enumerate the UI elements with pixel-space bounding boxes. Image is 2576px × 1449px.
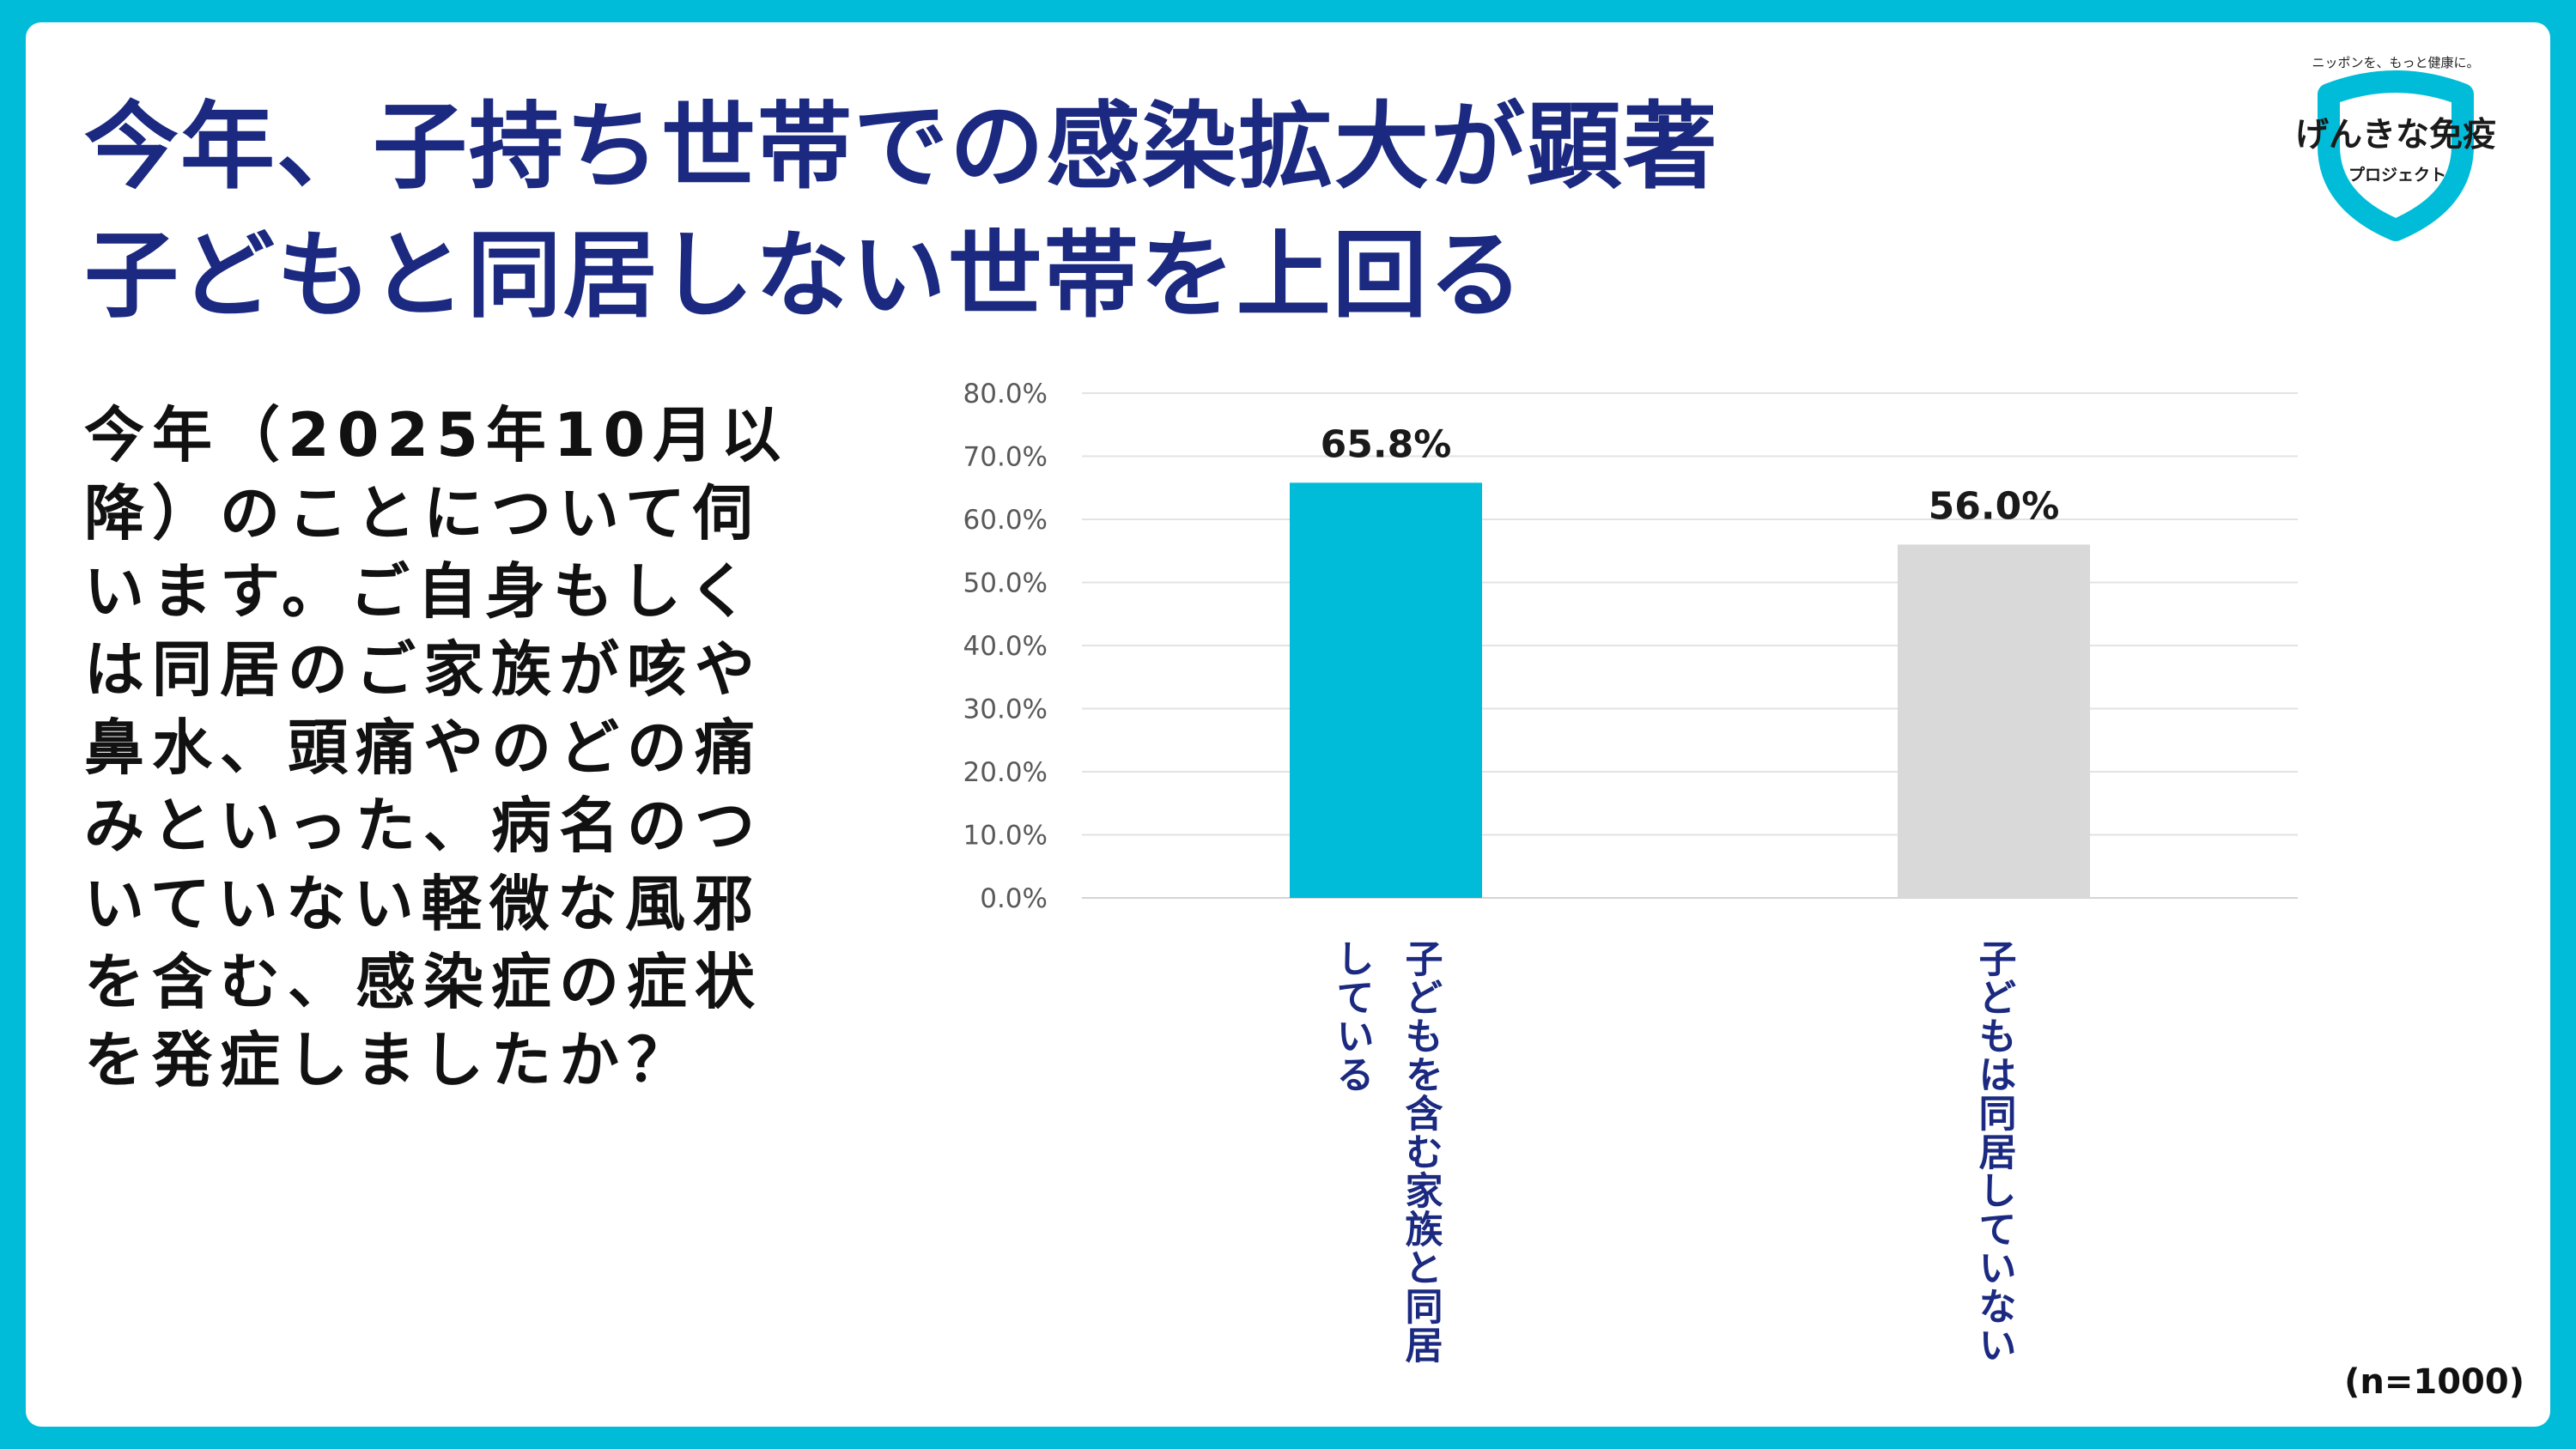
- logo-subtitle: プロジェクト: [2348, 165, 2446, 185]
- survey-question: 今年（2025年10月以降）のことについて伺います。ご自身もしくは同居のご家族が…: [84, 400, 789, 1095]
- data-label: 65.8%: [1321, 422, 1452, 466]
- y-tick-label: 80.0%: [963, 379, 1048, 409]
- category-label: している: [1330, 939, 1374, 1094]
- slide-title: 今年、子持ち世帯での感染拡大が顕著 子どもと同居しない世帯を上回る: [84, 82, 2059, 340]
- title-line-2: 子どもと同居しない世帯を上回る: [84, 221, 1525, 330]
- category-label: 子どもを含む家族と同居: [1399, 939, 1443, 1364]
- data-labels: 65.8% 56.0%: [1321, 422, 2060, 528]
- bar-chart: 0.0% 10.0% 20.0% 30.0% 40.0% 50.0% 60.0% 70.0% 8…: [963, 379, 2298, 1364]
- logo-shield-shape: [2318, 70, 2474, 241]
- title-line-1: 今年、子持ち世帯での感染拡大が顕著: [84, 92, 1719, 202]
- grid-lines: [1082, 392, 2298, 899]
- category-label: 子どもは同居していない: [1972, 939, 2017, 1364]
- bar: [1898, 544, 2090, 898]
- bar: [1290, 482, 1482, 898]
- y-tick-label: 0.0%: [980, 883, 1048, 914]
- logo-tagline: ニッポンを、もっと健康に。: [2312, 55, 2479, 70]
- sample-size-note: (n=1000): [2344, 1362, 2524, 1402]
- genki-meneki-logo: ニッポンを、もっと健康に。 げんきな免疫 プロジェクト: [2295, 55, 2496, 241]
- y-tick-label: 20.0%: [963, 757, 1048, 788]
- y-tick-label: 10.0%: [963, 821, 1048, 852]
- y-tick-label: 70.0%: [963, 442, 1048, 473]
- y-tick-label: 40.0%: [963, 631, 1048, 662]
- bars: [1290, 482, 2090, 898]
- y-tick-label: 30.0%: [963, 694, 1048, 725]
- y-tick-label: 50.0%: [963, 568, 1048, 599]
- data-label: 56.0%: [1929, 484, 2060, 528]
- slide-card: [26, 22, 2550, 1427]
- y-axis-ticks: 0.0% 10.0% 20.0% 30.0% 40.0% 50.0% 60.0% 70.0% 8…: [963, 379, 1048, 914]
- logo-name: げんきな免疫: [2295, 116, 2496, 155]
- y-tick-label: 60.0%: [963, 505, 1048, 536]
